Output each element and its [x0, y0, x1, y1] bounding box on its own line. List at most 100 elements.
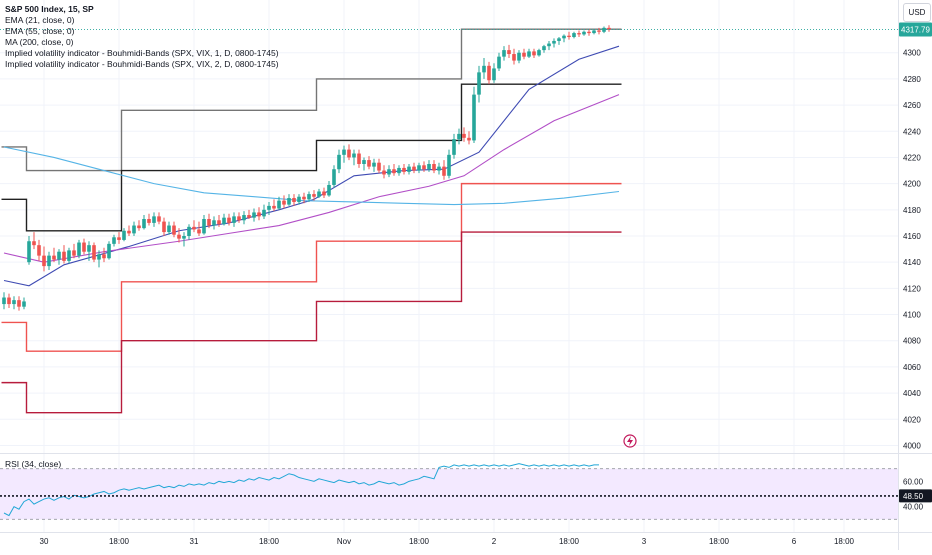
rsi-tick-label: 40.00	[903, 503, 924, 512]
time-tick-label: 18:00	[559, 537, 580, 546]
price-tick-label: 4180	[903, 206, 921, 215]
rsi-band	[0, 468, 898, 520]
candle-body	[317, 191, 321, 197]
price-axis[interactable]: 4000 4020 4040 4060 4080 4100 4120 4140 4160 4180…	[899, 22, 932, 512]
candle-body	[397, 167, 401, 174]
candle-body	[17, 300, 21, 307]
price-tick-label: 4120	[903, 284, 921, 293]
lightning-icon[interactable]	[623, 434, 637, 448]
candle-body	[277, 200, 281, 209]
price-tick-label: 4260	[903, 101, 921, 110]
candle-body	[82, 242, 86, 252]
lightning-icon-bolt	[627, 436, 633, 446]
rsi-current-label: 48.50	[903, 492, 924, 501]
candle-body	[482, 65, 486, 73]
candle-body	[97, 254, 101, 260]
candle-body	[462, 133, 466, 138]
price-tick-label: 4160	[903, 232, 921, 241]
legend-ema-55[interactable]: EMA (55, close, 0)	[5, 26, 75, 36]
currency-button[interactable]: USD	[903, 3, 931, 22]
rsi-current-box	[899, 489, 932, 503]
candle-body	[152, 216, 156, 223]
indicator-legend: S&P 500 Index, 15, SP EMA (21, close, 0)…	[5, 4, 279, 70]
candle-body	[262, 209, 266, 217]
price-tick-label: 4040	[903, 389, 921, 398]
legend-bouhmidi-1[interactable]: Implied volatility indicator - Bouhmidi-…	[5, 48, 279, 58]
candle-body	[52, 255, 56, 260]
price-tick-label: 4140	[903, 258, 921, 267]
price-tick-label: 4300	[903, 49, 921, 58]
rsi-title[interactable]: RSI (34, close)	[5, 459, 62, 469]
volatility-band-line	[1, 83, 622, 232]
candle-body	[437, 166, 441, 171]
candle-body	[197, 229, 201, 234]
candle-body	[202, 218, 206, 234]
legend-ma-200[interactable]: MA (200, close, 0)	[5, 37, 74, 47]
price-tick-label: 4280	[903, 75, 921, 84]
candle-body	[127, 230, 131, 234]
candle-body	[257, 212, 261, 217]
candle-body	[322, 191, 326, 196]
candle-body	[167, 225, 171, 233]
candle-body	[172, 225, 176, 235]
candle-body	[32, 241, 36, 246]
price-tick-label: 4020	[903, 415, 921, 424]
candle-body	[177, 234, 181, 239]
candle-body	[292, 198, 296, 202]
time-tick-label: 18:00	[259, 537, 280, 546]
candle-body	[502, 50, 506, 57]
candle-body	[207, 218, 211, 226]
candle-body	[442, 166, 446, 176]
candle-body	[272, 205, 276, 209]
candle-body	[607, 27, 611, 30]
rsi-band-fill	[0, 468, 898, 520]
candle-body	[67, 250, 71, 261]
candle-body	[62, 251, 66, 261]
candle-body	[222, 217, 226, 225]
candle-body	[592, 30, 596, 34]
candle-body	[307, 194, 311, 200]
candle-body	[522, 52, 526, 57]
candle-body	[457, 133, 461, 140]
candle-body	[57, 251, 61, 260]
candle-body	[92, 245, 96, 260]
candle-body	[372, 162, 376, 167]
price-tick-label: 4200	[903, 180, 921, 189]
legend-ema-21[interactable]: EMA (21, close, 0)	[5, 15, 75, 25]
candle-body	[382, 170, 386, 175]
candle-body	[512, 54, 516, 61]
rsi-tick-label: 60.00	[903, 477, 924, 486]
candle-body	[527, 51, 531, 57]
candle-body	[77, 242, 81, 256]
candle-body	[587, 31, 591, 34]
candle-body	[572, 33, 576, 38]
candle-body	[342, 149, 346, 155]
candle-body	[37, 245, 41, 256]
time-tick-label: 18:00	[834, 537, 855, 546]
candle-body	[562, 35, 566, 39]
candle-body	[357, 153, 361, 164]
candle-body	[387, 169, 391, 175]
candle-body	[227, 217, 231, 223]
candle-body	[192, 226, 196, 230]
price-tick-label: 4000	[903, 441, 921, 450]
candle-body	[477, 72, 481, 95]
candle-body	[142, 218, 146, 229]
candle-body	[267, 205, 271, 210]
candle-body	[162, 221, 166, 233]
candle-body	[107, 243, 111, 259]
candle-body	[447, 154, 451, 176]
candle-body	[427, 164, 431, 170]
legend-symbol[interactable]: S&P 500 Index, 15, SP	[5, 4, 94, 14]
candle-body	[147, 218, 151, 223]
time-tick-label: 18:00	[709, 537, 730, 546]
rsi-line	[3, 463, 599, 517]
candle-body	[547, 43, 551, 47]
legend-bouhmidi-2[interactable]: Implied volatility indicator - Bouhmidi-…	[5, 59, 279, 69]
candle-body	[377, 162, 381, 171]
candle-body	[507, 50, 511, 55]
time-axis[interactable]: 30 18:00 31 18:00 Nov 18:00 2 18:00 3 18:00 6 18:00	[40, 537, 855, 546]
